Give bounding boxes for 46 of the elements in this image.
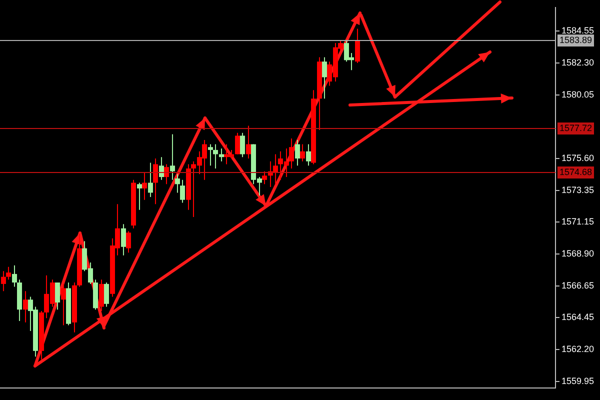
candlestick <box>300 144 305 162</box>
candlestick <box>355 28 360 64</box>
candlestick <box>159 156 164 180</box>
candlestick <box>104 282 109 308</box>
y-tick-label: 1568.90 <box>561 248 594 258</box>
candlestick <box>219 148 224 162</box>
candlestick <box>99 279 104 312</box>
candlestick <box>12 264 17 288</box>
candlestick <box>164 164 169 185</box>
ref-line-label: 1574.68 <box>559 166 592 177</box>
ref-line-label: 1577.72 <box>559 122 592 133</box>
candlestick <box>126 230 131 254</box>
candlestick <box>121 224 126 256</box>
candlestick <box>306 144 311 166</box>
candlestick <box>262 170 267 185</box>
candlestick <box>295 139 300 166</box>
candlestick <box>240 132 245 158</box>
y-tick-label: 1562.20 <box>561 344 594 354</box>
candlestick <box>55 282 60 310</box>
ref-line-label: 1583.89 <box>559 34 592 45</box>
candlestick <box>322 56 327 100</box>
candlestick <box>180 179 185 204</box>
candlestick <box>6 266 11 280</box>
candlestick <box>246 125 251 159</box>
y-tick-label: 1571.15 <box>561 216 594 226</box>
candlestick <box>213 144 218 169</box>
y-tick-label: 1582.30 <box>561 57 594 68</box>
candlestick <box>208 144 213 166</box>
y-tick-label: 1573.35 <box>561 185 594 196</box>
y-tick-label: 1559.95 <box>561 376 594 386</box>
candlestick <box>142 172 147 200</box>
candlestick <box>137 182 142 210</box>
y-tick-label: 1580.05 <box>561 90 594 100</box>
candlestick <box>235 132 240 155</box>
y-tick-label: 1584.55 <box>561 25 594 36</box>
y-tick-label: 1575.60 <box>561 152 594 163</box>
candlestick <box>1 270 6 292</box>
candlestick <box>175 174 180 194</box>
candlestick <box>61 283 66 326</box>
candlestick <box>148 162 153 198</box>
candlestick <box>23 290 28 323</box>
y-tick-label: 1566.65 <box>561 280 594 291</box>
y-tick-label: 1564.45 <box>561 312 594 322</box>
candlestick <box>153 158 158 205</box>
candlestick <box>289 138 294 169</box>
candlestick <box>170 134 175 180</box>
